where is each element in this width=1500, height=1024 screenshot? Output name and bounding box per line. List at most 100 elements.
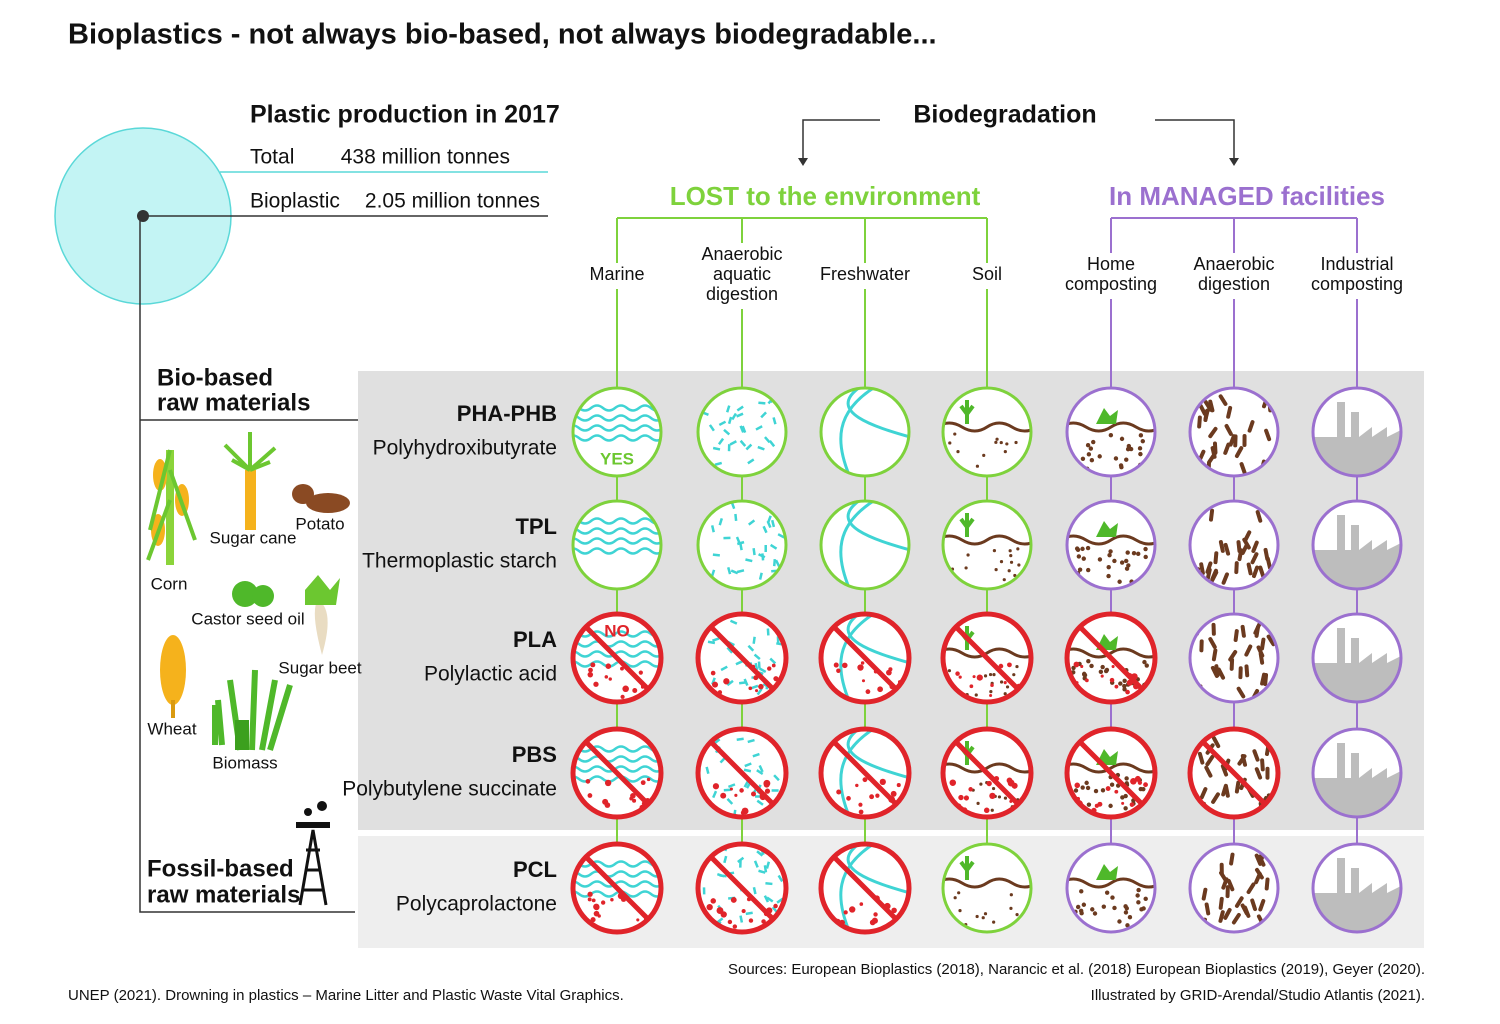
fossil-label: raw materials	[147, 881, 300, 908]
dot	[1118, 681, 1123, 686]
dash	[1254, 867, 1264, 880]
cell-ring	[1311, 499, 1403, 591]
cross-line	[1078, 625, 1144, 691]
dot	[1143, 896, 1148, 902]
dash	[712, 637, 720, 642]
dot	[1084, 780, 1089, 786]
cell-ring	[941, 499, 1033, 591]
dot	[1117, 919, 1122, 924]
dot	[1104, 667, 1110, 673]
dot	[732, 924, 738, 929]
cell-icon	[943, 400, 1031, 469]
dot	[1105, 786, 1111, 792]
dot	[1073, 661, 1080, 668]
dot	[1074, 782, 1081, 789]
dot	[632, 798, 637, 803]
cell-icon	[839, 388, 909, 476]
dot	[1123, 806, 1128, 811]
dash	[769, 543, 778, 550]
dash	[736, 569, 745, 574]
dot	[1071, 665, 1076, 671]
dot	[1093, 788, 1099, 794]
dot	[990, 808, 994, 812]
dot	[1098, 669, 1104, 674]
cell-ring	[695, 841, 789, 935]
dash	[772, 417, 777, 425]
dot	[1002, 578, 1006, 582]
dot	[958, 794, 964, 801]
dash	[1214, 664, 1220, 678]
dot	[1143, 546, 1148, 552]
no-label: NO	[604, 621, 630, 640]
dash	[1234, 780, 1241, 794]
dot	[1104, 890, 1110, 895]
dot	[989, 690, 993, 694]
dot	[1106, 564, 1111, 570]
cell-icon	[1067, 864, 1155, 928]
dot	[1141, 786, 1146, 792]
dot	[836, 789, 842, 795]
cell-icon	[1313, 628, 1401, 702]
cell-ring	[571, 386, 663, 478]
dash	[747, 738, 755, 744]
dot	[1092, 911, 1098, 916]
river	[839, 614, 876, 702]
dot	[1091, 439, 1096, 445]
dash	[1246, 562, 1253, 576]
cell-ring	[819, 499, 911, 591]
dash	[739, 425, 745, 433]
dot	[1106, 573, 1111, 579]
dot	[1119, 436, 1125, 442]
dot	[620, 666, 624, 671]
dot	[1100, 664, 1105, 670]
dash	[736, 412, 744, 418]
wave	[573, 434, 661, 442]
dot	[843, 910, 848, 915]
production-label: Bioplastic	[250, 190, 340, 213]
dot	[1088, 446, 1094, 451]
river	[839, 388, 876, 476]
dot	[608, 677, 612, 681]
soil-line	[1067, 421, 1155, 433]
dot	[1009, 906, 1013, 911]
dash	[1207, 452, 1217, 464]
dash	[765, 882, 773, 886]
dash	[737, 856, 745, 863]
wave	[573, 537, 661, 545]
crop-icons	[146, 432, 350, 906]
dot	[1130, 778, 1137, 785]
dot	[1143, 782, 1148, 788]
dash	[1244, 664, 1250, 678]
dash	[769, 657, 777, 665]
dot	[869, 794, 875, 800]
dash	[1236, 540, 1242, 554]
dash	[1256, 645, 1265, 658]
dot	[1143, 554, 1148, 560]
cell-ring	[570, 611, 664, 705]
dash	[708, 424, 715, 432]
dot	[953, 896, 957, 900]
dot	[1122, 678, 1127, 684]
dot	[1124, 566, 1130, 571]
dash	[1205, 754, 1215, 767]
cell-icon	[1192, 508, 1272, 589]
dash	[1204, 765, 1213, 778]
environment-label: Freshwater	[820, 264, 910, 284]
dot	[1144, 663, 1149, 668]
dot	[1003, 681, 1007, 685]
arrowhead-right	[1229, 158, 1239, 166]
cross-line	[832, 855, 898, 921]
dot	[638, 670, 643, 675]
dot	[1138, 451, 1143, 457]
dash	[739, 439, 747, 447]
crop-label: Potato	[295, 514, 344, 533]
dash	[714, 461, 723, 466]
dot	[947, 669, 952, 673]
dot	[1075, 904, 1081, 910]
dash	[1221, 783, 1228, 797]
leaf	[1096, 408, 1118, 424]
soil-line	[1067, 762, 1155, 774]
dash	[1263, 547, 1270, 561]
dash	[1260, 637, 1266, 651]
dot	[989, 792, 996, 800]
